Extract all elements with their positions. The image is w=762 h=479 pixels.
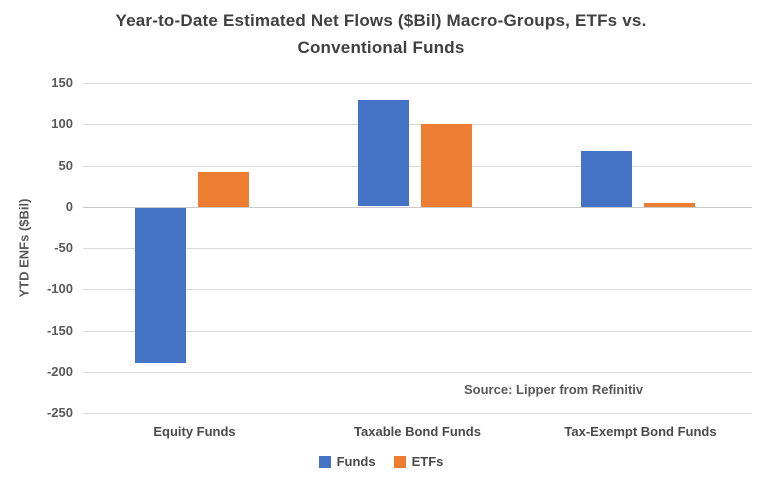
chart-title-line2: Conventional Funds — [297, 38, 465, 57]
x-axis-labels: Equity Funds Taxable Bond Funds Tax-Exempt… — [83, 424, 752, 442]
bar-funds-equity-funds — [135, 208, 186, 363]
y-tick-label-50: 50 — [58, 158, 73, 173]
legend-swatch-etfs — [393, 455, 406, 468]
legend-swatch-funds — [318, 455, 331, 468]
y-tick-label--100: -100 — [46, 281, 73, 296]
gridline-50 — [83, 166, 752, 167]
bar-etfs-equity-funds — [198, 172, 249, 207]
y-tick-label-0: 0 — [65, 199, 73, 214]
plot-area — [83, 83, 752, 414]
bar-funds-tax-exempt-bond-funds — [581, 151, 632, 207]
gridline--100 — [83, 289, 752, 290]
y-axis-tick-labels: 150 100 50 0 -50 -100 -150 -200 -250 — [0, 0, 73, 479]
y-tick-label-100: 100 — [51, 116, 73, 131]
y-tick-label--250: -250 — [46, 405, 73, 420]
bar-etfs-tax-exempt-bond-funds — [644, 203, 695, 207]
chart-title-line1: Year-to-Date Estimated Net Flows ($Bil) … — [115, 11, 647, 30]
legend: Funds ETFs — [0, 454, 762, 469]
gridline-150 — [83, 83, 752, 84]
gridline-0 — [83, 207, 752, 208]
x-axis-label-taxable-bond-funds: Taxable Bond Funds — [354, 424, 481, 439]
gridline--250 — [83, 413, 752, 414]
source-note: Source: Lipper from Refinitiv — [464, 382, 644, 397]
bar-etfs-taxable-bond-funds — [421, 124, 472, 207]
y-tick-label--200: -200 — [46, 364, 73, 379]
y-tick-label--50: -50 — [54, 240, 73, 255]
legend-label-etfs: ETFs — [411, 454, 444, 469]
x-axis-label-tax-exempt-bond-funds: Tax-Exempt Bond Funds — [564, 424, 717, 439]
legend-item-etfs: ETFs — [393, 454, 444, 469]
gridline-100 — [83, 124, 752, 125]
x-axis-label-equity-funds: Equity Funds — [153, 424, 236, 439]
legend-item-funds: Funds — [318, 454, 376, 469]
gridline--50 — [83, 248, 752, 249]
chart-title: Year-to-Date Estimated Net Flows ($Bil) … — [0, 7, 762, 61]
y-tick-label-150: 150 — [51, 75, 73, 90]
gridline--150 — [83, 331, 752, 332]
legend-label-funds: Funds — [336, 454, 376, 469]
gridline--200 — [83, 372, 752, 373]
y-tick-label--150: -150 — [46, 323, 73, 338]
bar-funds-taxable-bond-funds — [358, 100, 409, 206]
